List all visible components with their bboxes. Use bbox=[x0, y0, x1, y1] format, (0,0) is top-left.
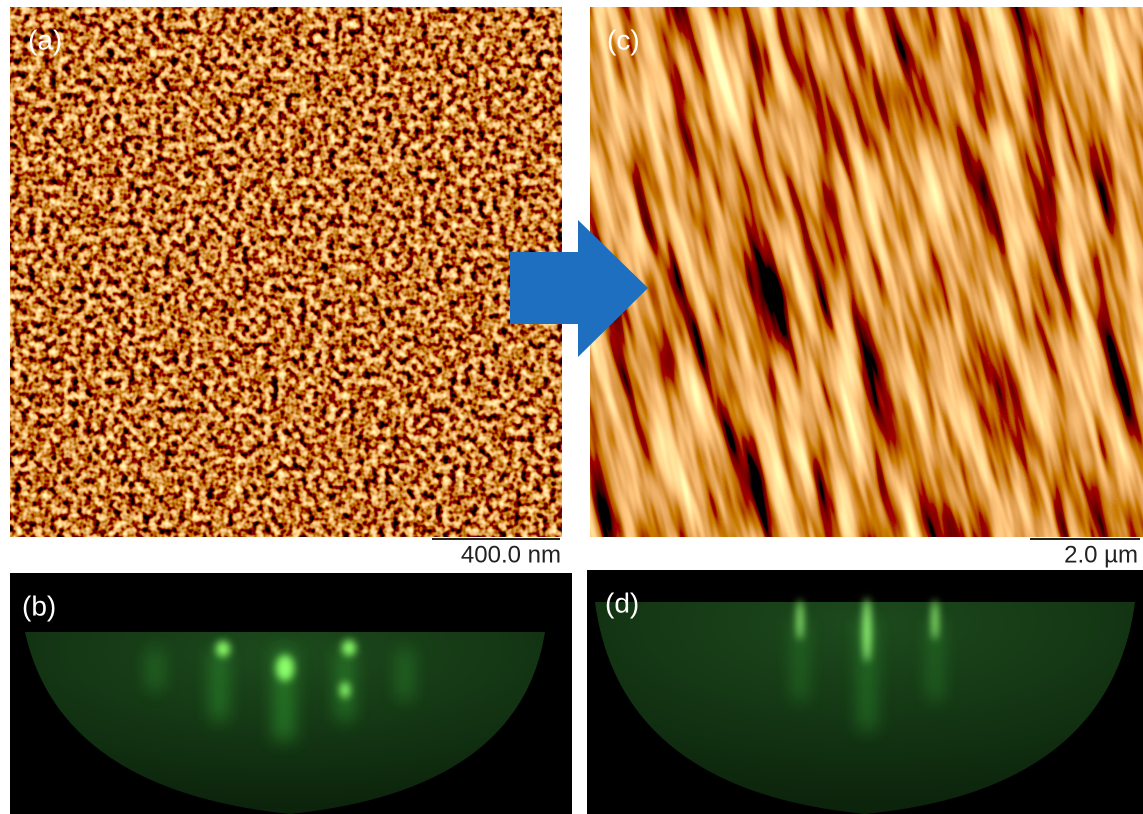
scale-bar-label: 400.0 nm bbox=[461, 541, 561, 568]
panel-label: (d) bbox=[605, 587, 639, 618]
panel-label: (c) bbox=[607, 24, 640, 55]
afm-image bbox=[10, 7, 562, 537]
afm-image bbox=[590, 7, 1143, 537]
scale-bar-label: 2.0 µm bbox=[1064, 541, 1138, 568]
panel-b: (b) bbox=[10, 573, 572, 814]
panel-a: (a) 400.0 nm bbox=[10, 7, 562, 568]
panel-label: (b) bbox=[22, 590, 56, 621]
arrow bbox=[510, 220, 648, 357]
panel-d: (d) bbox=[587, 570, 1143, 814]
panel-c: (c) 2.0 µm bbox=[590, 7, 1143, 568]
panel-label: (a) bbox=[28, 24, 62, 55]
